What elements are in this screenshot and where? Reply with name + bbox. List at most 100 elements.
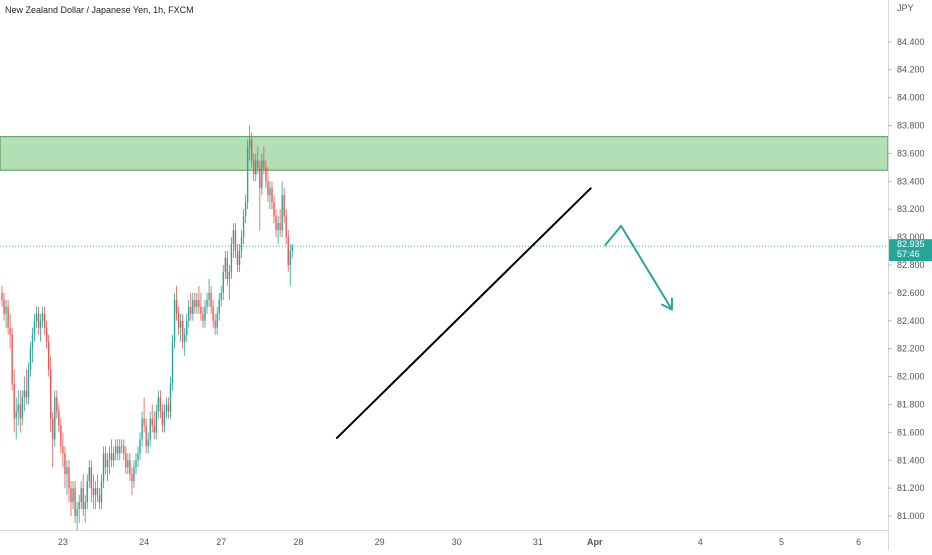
candle (253, 153, 255, 182)
price-tick-label: 82.400 (897, 316, 925, 326)
candle (52, 411, 54, 468)
candle (43, 306, 46, 335)
time-tick-label: 23 (58, 537, 68, 547)
candle (88, 460, 90, 489)
candle-body (218, 299, 220, 314)
candle-body (5, 306, 7, 314)
candle (19, 390, 21, 433)
candle (263, 146, 265, 175)
candle (238, 244, 241, 272)
candle-body (228, 271, 231, 279)
candle-body (159, 397, 162, 412)
candle (15, 397, 17, 440)
candle (58, 404, 60, 433)
candle (179, 313, 182, 342)
trendline[interactable] (335, 187, 592, 439)
time-axis[interactable]: 23 24 27 28 29 30 31 Apr 4 5 6 (58, 537, 861, 547)
candle (39, 313, 42, 342)
price-tick-label: 81.400 (897, 455, 925, 465)
candle-body (52, 418, 54, 440)
candle-body (206, 299, 208, 307)
candle-body (246, 146, 249, 203)
time-tick-label: 28 (293, 537, 303, 547)
candle (244, 195, 247, 224)
candle-body (250, 139, 253, 161)
candle (186, 313, 188, 342)
candle-body (33, 320, 36, 335)
candle-body (236, 251, 239, 265)
candle-body (35, 313, 38, 321)
candle-body (137, 453, 139, 461)
candle (259, 160, 261, 231)
candle-body (194, 299, 196, 307)
time-tick-label: 29 (375, 537, 385, 547)
candle-body (102, 453, 105, 482)
candle-body (216, 313, 218, 328)
candle-body (198, 299, 200, 307)
candle-body (181, 320, 184, 342)
candle-body (167, 404, 170, 412)
candle-body (265, 167, 267, 182)
candle (275, 209, 277, 238)
candle-body (177, 313, 180, 328)
candle (167, 397, 170, 419)
time-tick-label: 24 (139, 537, 149, 547)
candle-body (184, 334, 186, 342)
candle (114, 439, 117, 461)
candle (7, 299, 9, 335)
candle-body (96, 488, 99, 496)
candle-body (232, 230, 235, 245)
resistance-zone[interactable] (0, 136, 889, 171)
price-tick-label: 84.400 (897, 37, 925, 47)
candle (54, 390, 56, 447)
candle-body (94, 488, 97, 496)
candle-body (279, 223, 281, 231)
time-tick-label: 27 (216, 537, 226, 547)
candle (163, 404, 166, 433)
candle (285, 209, 287, 245)
candle-body (291, 246, 293, 252)
candle-body (60, 425, 62, 447)
candle-body (210, 292, 212, 307)
candle-body (56, 397, 58, 412)
candle (62, 432, 64, 468)
candle-body (161, 411, 164, 426)
candle (281, 181, 283, 238)
candle (159, 390, 162, 419)
candle (287, 230, 289, 272)
forecast-arrow-path[interactable] (604, 224, 673, 311)
candle (110, 439, 113, 468)
candle (35, 306, 38, 328)
candle (112, 446, 115, 468)
candle-body (145, 425, 147, 447)
candle (17, 390, 19, 426)
candle-body (220, 292, 222, 300)
candle (131, 467, 133, 496)
candle (80, 481, 82, 510)
candle (212, 299, 214, 328)
candle-body (74, 488, 76, 517)
candle-body (23, 390, 26, 398)
price-tick-label: 81.000 (897, 511, 925, 521)
candle-body (37, 313, 40, 328)
candle-body (108, 453, 111, 461)
candle-body (179, 320, 182, 328)
candle-body (163, 411, 166, 426)
candle-body (86, 481, 88, 503)
candle (100, 474, 103, 510)
candle (23, 376, 26, 412)
candle-body (165, 404, 168, 412)
candle (220, 285, 222, 307)
candle (289, 244, 291, 286)
price-axis[interactable]: 84.400 84.200 84.000 83.800 83.600 83.400 83.2… (888, 37, 925, 521)
candle-body (112, 453, 115, 461)
candle (194, 292, 196, 314)
candle-body (169, 383, 172, 412)
candle (37, 306, 40, 335)
candle (190, 292, 192, 321)
candle (141, 411, 143, 447)
candle (133, 460, 135, 489)
candle-body (119, 446, 121, 454)
